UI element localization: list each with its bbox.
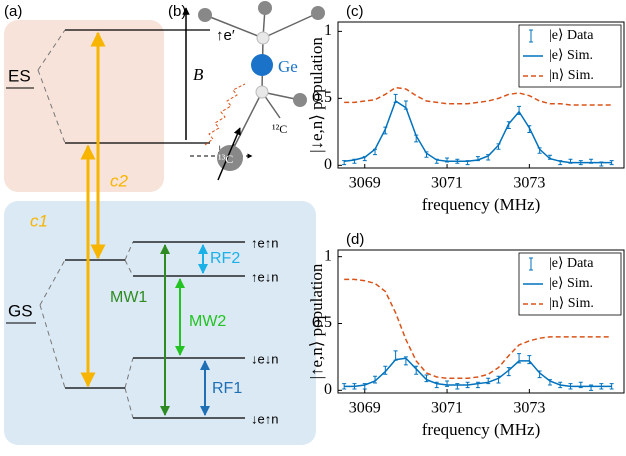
gs-label: GS	[8, 301, 33, 320]
series-line	[344, 278, 612, 380]
es-box	[4, 20, 164, 192]
error-bar	[383, 365, 388, 375]
legend-label: |e⟩ Sim.	[549, 48, 593, 63]
error-bar	[609, 160, 614, 166]
legend-label: |e⟩ Sim.	[549, 276, 593, 291]
level-label: ↑e↓n	[251, 269, 278, 284]
panel-label: (a)	[4, 3, 22, 20]
x-tick-label: 3071	[431, 400, 463, 417]
legend-swatch	[529, 29, 533, 43]
level-label: ↑e↑n	[251, 235, 278, 250]
field-label: B⃗	[193, 65, 217, 84]
legend-label: |e⟩ Data	[549, 28, 594, 43]
es-label: ES	[8, 66, 31, 85]
level-label: ↓e↑n	[251, 411, 278, 426]
transition-label: MW2	[189, 313, 226, 330]
error-bar	[373, 375, 378, 384]
y-tick-label: 0	[324, 381, 332, 398]
series-line	[344, 99, 612, 164]
legend-swatch	[529, 257, 533, 271]
transition-label: RF2	[210, 250, 240, 267]
transition-label: MW1	[110, 289, 147, 306]
vacancy	[256, 31, 270, 45]
plot-frame	[337, 249, 625, 394]
transition-label: c2	[110, 171, 129, 190]
x-tick-label: 3069	[349, 175, 381, 192]
legend-label: |n⟩ Sim.	[549, 68, 594, 83]
panel-a: (a) ES GS ↑e′ ↓e′ ↑e↑n ↑e↓n ↓e↓n ↓e↑n	[4, 3, 316, 445]
y-tick-label: 1	[324, 22, 332, 39]
y-axis-label: |↓e,n⟩ population	[307, 37, 326, 153]
panel-label: (b)	[168, 3, 186, 20]
legend-label: |n⟩ Sim.	[549, 296, 594, 311]
panel-label: (c)	[346, 3, 364, 20]
level-label: ↓e↓n	[251, 351, 278, 366]
error-bar	[424, 374, 429, 383]
spin-arrow	[217, 127, 241, 181]
x-axis-label: frequency (MHz)	[422, 195, 540, 214]
y-tick-label: 1	[324, 247, 332, 264]
x-tick-label: 3073	[513, 175, 545, 192]
x-tick-label: 3069	[349, 400, 381, 417]
transition-label: RF1	[212, 380, 242, 397]
atom	[198, 8, 212, 22]
legend-label: |e⟩ Data	[549, 256, 594, 271]
x-axis-label: frequency (MHz)	[422, 420, 540, 439]
series-line	[344, 86, 612, 106]
atom	[311, 6, 325, 20]
ge-label: Ge	[278, 57, 298, 76]
charts: (c) 3069 3071 3073 0 0.5 1 frequency (MHz) |↓e,n…	[307, 3, 625, 439]
y-axis-label: |↑e,n⟩ population	[307, 263, 326, 379]
c12-label: ¹²C	[272, 122, 287, 136]
plot-frame	[337, 21, 625, 169]
transitions	[80, 31, 210, 416]
hyperfine	[204, 83, 246, 146]
x-tick-label: 3071	[431, 175, 463, 192]
bonds	[204, 7, 319, 156]
atom	[293, 93, 307, 107]
error-bar	[609, 383, 614, 390]
panel-label: (d)	[346, 231, 364, 248]
dashed-links	[37, 29, 134, 419]
vacancy	[255, 85, 269, 99]
transition-label: c1	[30, 211, 48, 230]
y-tick-label: 0	[324, 156, 332, 173]
c13-atom	[217, 145, 243, 171]
level-label: ↑e′	[216, 27, 235, 44]
error-bar	[506, 367, 511, 377]
panel-b: (b) B⃗ Ge ¹²C ¹³C	[168, 1, 325, 181]
ge-atom	[251, 54, 273, 76]
y-tick-label: 0.5	[312, 314, 332, 331]
y-tick-label: 0.5	[312, 89, 332, 106]
atom	[258, 1, 272, 15]
c13-label: ¹³C	[218, 152, 233, 166]
error-bar	[414, 365, 419, 375]
series-line	[344, 357, 612, 388]
x-tick-label: 3073	[513, 400, 545, 417]
